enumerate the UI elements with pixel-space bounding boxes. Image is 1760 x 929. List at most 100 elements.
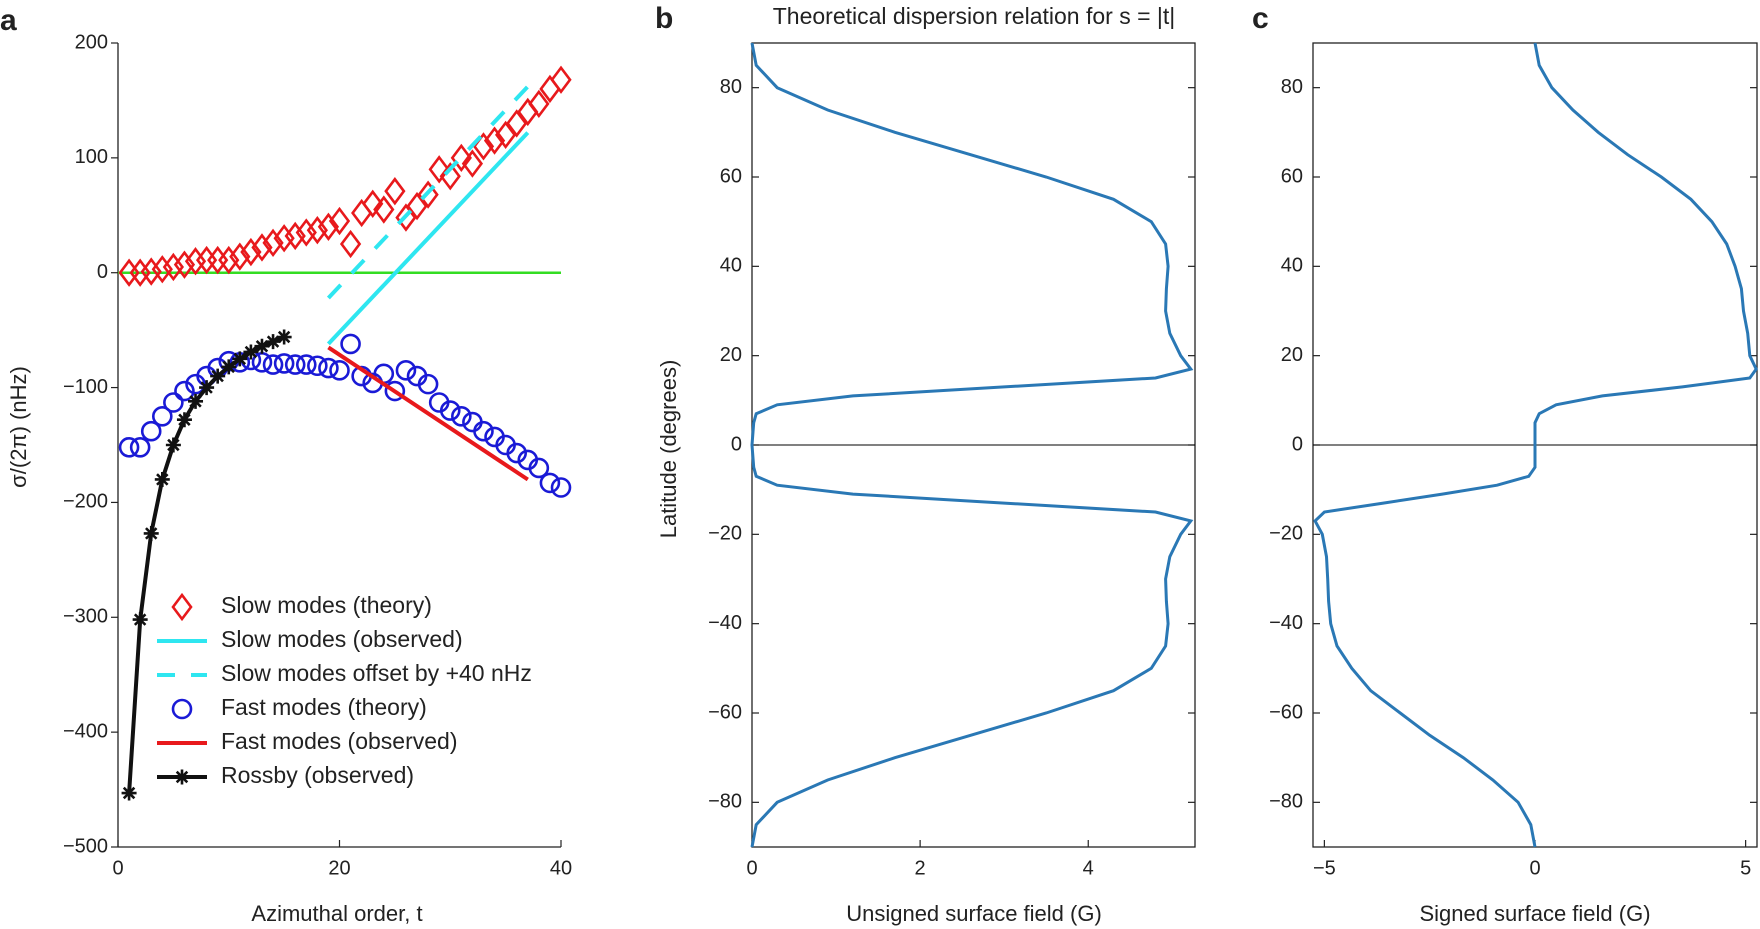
series-line xyxy=(327,345,529,482)
marker-diamond xyxy=(240,237,262,267)
marker-circle xyxy=(417,373,439,395)
x-axis-label: Unsigned surface field (G) xyxy=(846,901,1102,926)
x-tick-label: 0 xyxy=(112,857,123,879)
panel-label: a xyxy=(0,4,17,37)
marker-diamond xyxy=(140,257,162,286)
series-line xyxy=(750,42,1194,848)
marker-diamond xyxy=(317,212,340,241)
marker-diamond xyxy=(207,245,229,275)
y-tick-label: 20 xyxy=(720,344,742,366)
marker-circle xyxy=(384,380,406,402)
marker-diamond xyxy=(517,97,539,127)
y-tick-label: −80 xyxy=(708,791,742,813)
marker-diamond xyxy=(439,162,461,191)
y-tick-label: 60 xyxy=(1281,165,1303,187)
y-tick-label: 0 xyxy=(1292,433,1303,455)
marker-circle xyxy=(307,355,328,377)
marker-asterisk xyxy=(174,769,190,785)
x-tick-label: 0 xyxy=(1529,857,1540,879)
marker-diamond xyxy=(483,126,506,155)
marker-asterisk xyxy=(221,359,237,375)
marker-diamond xyxy=(173,250,196,279)
marker-diamond xyxy=(406,191,428,221)
y-tick-label: 40 xyxy=(720,255,742,277)
marker-asterisk xyxy=(154,471,170,487)
y-tick-label: 0 xyxy=(731,433,742,455)
x-tick-label: −5 xyxy=(1313,857,1336,879)
y-tick-label: −300 xyxy=(63,606,108,628)
marker-diamond xyxy=(262,228,284,258)
marker-diamond xyxy=(295,218,317,247)
marker-diamond xyxy=(218,245,240,275)
legend-label: Rossby (observed) xyxy=(221,762,414,788)
legend-label: Slow modes (theory) xyxy=(221,592,432,618)
marker-asterisk xyxy=(176,412,192,428)
marker-diamond xyxy=(351,198,373,228)
y-tick-label: −60 xyxy=(708,701,742,723)
marker-asterisk xyxy=(132,612,148,628)
y-tick-label: 20 xyxy=(1281,344,1303,366)
marker-circle xyxy=(473,420,494,442)
y-tick-label: 200 xyxy=(75,31,108,53)
x-axis-label: Signed surface field (G) xyxy=(1419,901,1650,926)
marker-diamond xyxy=(339,229,362,259)
marker-circle xyxy=(118,436,140,458)
marker-asterisk xyxy=(232,351,248,367)
marker-circle xyxy=(284,354,306,375)
y-tick-label: −500 xyxy=(63,835,108,857)
marker-circle xyxy=(318,357,339,379)
marker-diamond xyxy=(506,109,528,138)
marker-diamond xyxy=(550,65,572,94)
marker-circle xyxy=(262,354,284,375)
marker-diamond xyxy=(328,206,351,236)
marker-diamond xyxy=(273,224,295,253)
y-tick-label: 80 xyxy=(720,76,742,98)
y-tick-label: −400 xyxy=(63,720,108,742)
marker-asterisk xyxy=(276,329,292,345)
marker-diamond xyxy=(284,221,306,251)
panel-label: c xyxy=(1252,2,1269,35)
marker-circle xyxy=(163,392,184,413)
y-axis-label: σ/(2π) (nHz) xyxy=(6,366,31,488)
panel-label: b xyxy=(655,2,673,35)
legend-label: Fast modes (theory) xyxy=(221,694,427,720)
marker-diamond xyxy=(162,252,184,282)
marker-circle xyxy=(340,333,361,355)
series-line xyxy=(127,335,285,794)
marker-circle xyxy=(439,400,461,421)
x-tick-label: 40 xyxy=(550,857,572,879)
marker-circle xyxy=(140,420,162,442)
y-tick-label: 0 xyxy=(97,261,108,283)
x-axis-label: Azimuthal order, t xyxy=(251,901,422,926)
x-tick-label: 0 xyxy=(746,857,757,879)
marker-diamond xyxy=(171,592,193,622)
marker-circle xyxy=(451,405,472,427)
y-tick-label: −20 xyxy=(708,523,742,545)
panel: c Signed surface field (G) −80 −60 −40 −20 0 20… xyxy=(1252,2,1758,926)
marker-diamond xyxy=(528,89,550,119)
marker-diamond xyxy=(129,258,151,287)
series-line xyxy=(326,85,530,300)
marker-asterisk xyxy=(143,525,159,541)
y-tick-label: −80 xyxy=(1269,791,1303,813)
marker-diamond xyxy=(362,189,384,218)
marker-circle xyxy=(528,457,550,479)
y-tick-label: −40 xyxy=(708,612,742,634)
legend-label: Slow modes offset by +40 nHz xyxy=(221,660,532,686)
marker-asterisk xyxy=(210,368,226,384)
y-tick-label: −40 xyxy=(1269,612,1303,634)
marker-diamond xyxy=(395,203,417,232)
marker-diamond xyxy=(184,247,207,276)
marker-diamond xyxy=(450,143,472,173)
marker-asterisk xyxy=(199,380,215,396)
marker-circle xyxy=(550,477,572,498)
y-tick-label: −60 xyxy=(1269,701,1303,723)
marker-diamond xyxy=(428,155,450,184)
marker-circle xyxy=(129,436,151,458)
series-line xyxy=(1313,42,1758,848)
y-tick-label: 80 xyxy=(1281,76,1303,98)
marker-diamond xyxy=(417,180,439,209)
marker-circle xyxy=(295,354,317,375)
marker-circle xyxy=(539,472,561,494)
